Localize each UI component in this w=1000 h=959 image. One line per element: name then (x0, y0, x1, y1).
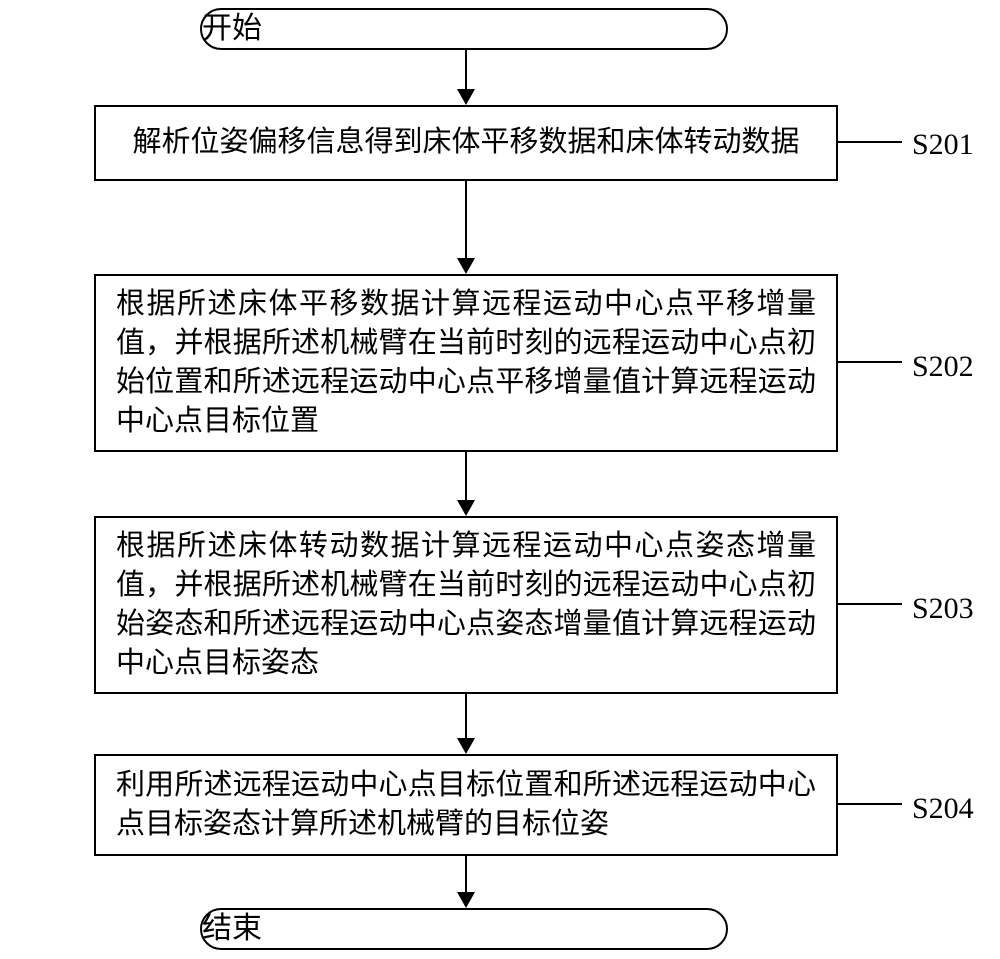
process-s201: 解析位姿偏移信息得到床体平移数据和床体转动数据 (94, 105, 838, 181)
start-label: 开始 (202, 9, 726, 50)
step-label-s204: S204 (912, 792, 974, 826)
process-text: 解析位姿偏移信息得到床体平移数据和床体转动数据 (116, 123, 816, 162)
step-label-s202: S202 (912, 350, 974, 384)
end-terminator: 结束 (200, 908, 728, 950)
process-text: 根据所述床体平移数据计算远程运动中心点平移增量值，并根据所述机械臂在当前时刻的远… (116, 285, 816, 442)
process-s203: 根据所述床体转动数据计算远程运动中心点姿态增量值，并根据所述机械臂在当前时刻的远… (94, 516, 838, 694)
flowchart-canvas: 开始 解析位姿偏移信息得到床体平移数据和床体转动数据 S201 根据所述床体平移… (0, 0, 1000, 959)
process-text: 根据所述床体转动数据计算远程运动中心点姿态增量值，并根据所述机械臂在当前时刻的远… (116, 527, 816, 684)
step-label-s203: S203 (912, 592, 974, 626)
process-s204: 利用所述远程运动中心点目标位置和所述远程运动中心点目标姿态计算所述机械臂的目标位… (94, 754, 838, 856)
end-label: 结束 (202, 909, 726, 950)
start-terminator: 开始 (200, 8, 728, 50)
step-label-s201: S201 (912, 128, 974, 162)
process-s202: 根据所述床体平移数据计算远程运动中心点平移增量值，并根据所述机械臂在当前时刻的远… (94, 274, 838, 452)
process-text: 利用所述远程运动中心点目标位置和所述远程运动中心点目标姿态计算所述机械臂的目标位… (116, 766, 816, 844)
